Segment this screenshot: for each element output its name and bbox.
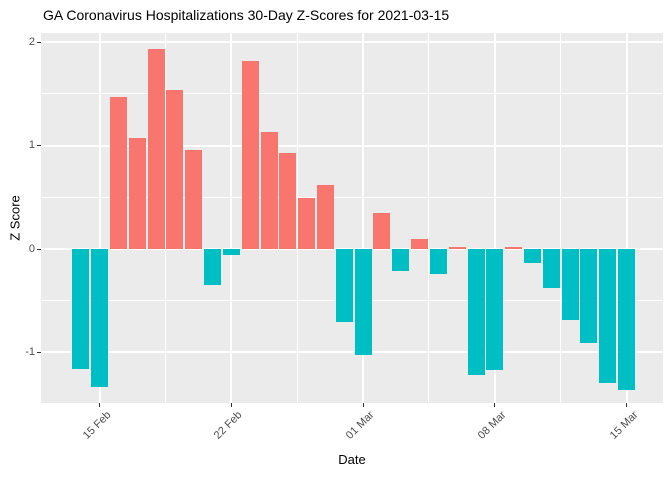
bar [429, 249, 447, 274]
bar [204, 249, 222, 286]
x-tick-mark [494, 403, 496, 407]
bar [354, 249, 372, 356]
bar [392, 249, 410, 271]
bar [166, 89, 184, 249]
chart-title: GA Coronavirus Hospitalizations 30-Day Z… [43, 7, 450, 23]
y-tick-mark [37, 248, 41, 250]
bar [128, 138, 146, 249]
gridline-minor-vertical [165, 33, 167, 403]
bar [618, 249, 636, 390]
plot-panel [41, 33, 663, 403]
gridline-minor-horizontal [41, 196, 663, 198]
y-tick-label: -1 [25, 345, 35, 358]
bar [505, 246, 523, 249]
bar [222, 249, 240, 256]
bar [411, 238, 429, 249]
gridline-major-vertical [625, 33, 628, 403]
gridline-minor-vertical [560, 33, 562, 403]
gridline-major-horizontal [41, 351, 663, 354]
x-tick-mark [99, 403, 101, 407]
x-tick-mark [362, 403, 364, 407]
bar [561, 249, 579, 321]
y-axis-title: Z Score [7, 195, 23, 241]
x-tick-mark [626, 403, 628, 407]
bar [523, 249, 541, 264]
gridline-major-horizontal [41, 41, 663, 44]
bar [448, 246, 466, 249]
bar [241, 60, 259, 249]
gridline-major-vertical [98, 33, 101, 403]
gridline-major-vertical [362, 33, 365, 403]
bar [467, 249, 485, 376]
bar [298, 198, 316, 249]
y-tick-label: 1 [28, 139, 35, 152]
bar [599, 249, 617, 384]
gridline-minor-vertical [428, 33, 430, 403]
gridline-minor-vertical [296, 33, 298, 403]
gridline-major-horizontal [41, 144, 663, 147]
gridline-major-vertical [493, 33, 496, 403]
x-axis-title: Date [338, 452, 366, 467]
bar [185, 149, 203, 249]
bar [335, 249, 353, 323]
y-tick-label: 2 [28, 35, 35, 48]
bar [373, 212, 391, 249]
bar [260, 132, 278, 249]
y-tick-mark [37, 351, 41, 353]
bar [542, 249, 560, 289]
bar [91, 249, 109, 388]
y-tick-mark [37, 41, 41, 43]
bar [110, 97, 128, 249]
bar [279, 152, 297, 249]
y-tick-label: 0 [28, 242, 35, 255]
bar [486, 249, 504, 370]
bar [580, 249, 598, 344]
bar [72, 249, 90, 369]
x-tick-mark [230, 403, 232, 407]
gridline-minor-horizontal [41, 93, 663, 95]
gridline-major-vertical [230, 33, 233, 403]
bar [147, 48, 165, 249]
y-tick-mark [37, 145, 41, 147]
bar [316, 184, 334, 249]
